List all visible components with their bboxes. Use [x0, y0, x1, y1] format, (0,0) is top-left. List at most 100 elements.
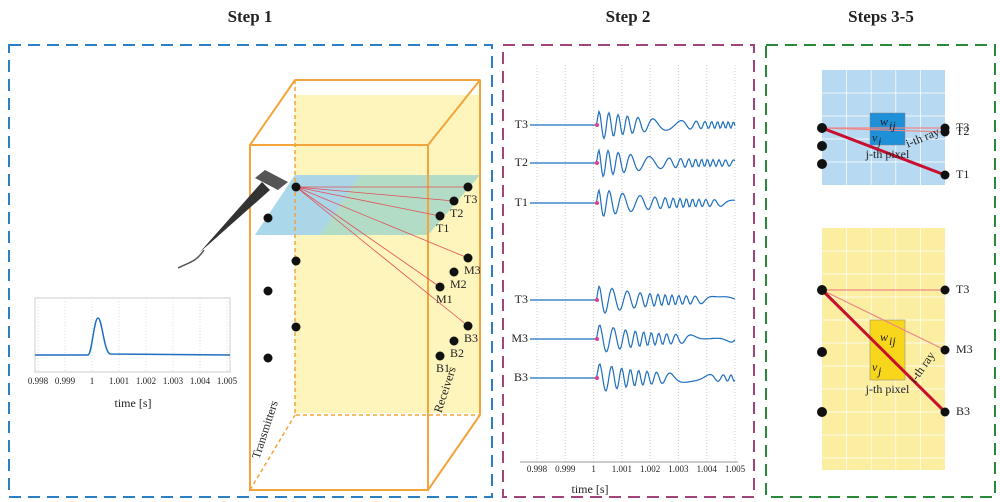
receiver — [463, 253, 473, 263]
receiver — [449, 267, 459, 277]
tick-label: 1.002 — [640, 464, 660, 474]
receiver-label: T3 — [956, 282, 969, 296]
axis-label: time [s] — [572, 482, 609, 496]
trace-label: M3 — [511, 331, 528, 345]
receiver — [449, 196, 459, 206]
receiver-label: M2 — [450, 277, 467, 291]
transmitter — [817, 285, 827, 295]
velocity-sub: j — [876, 364, 882, 378]
weight-sub: ij — [889, 334, 896, 348]
receiver — [940, 407, 950, 417]
ray — [821, 289, 946, 351]
receiver-label: B2 — [450, 346, 464, 360]
receiver-label: T3 — [956, 120, 969, 134]
arrival-pick — [595, 337, 599, 341]
trace-label: T3 — [515, 292, 528, 306]
receiver — [463, 182, 473, 192]
transmitter — [817, 407, 827, 417]
step2-content: T3 T2 T1 T3 M3 B3 0.998 0.999 1 1.001 1.002 1.003 1.… — [511, 65, 746, 496]
ray — [295, 186, 441, 288]
tick-label: 1 — [591, 464, 596, 474]
receiver-label: B3 — [464, 331, 478, 345]
arrival-pick — [595, 376, 599, 380]
ray — [821, 126, 946, 177]
waveform — [530, 148, 736, 178]
receiver-label: T3 — [464, 192, 477, 206]
tick-label: 0.999 — [55, 376, 76, 386]
receiver-label: M3 — [956, 342, 973, 356]
receiver-label: M1 — [436, 292, 453, 306]
receiver — [940, 170, 950, 180]
axis-label: time [s] — [115, 396, 152, 410]
transmitter — [291, 322, 301, 332]
transmitter — [291, 182, 301, 192]
transmitters-label: Transmitters — [249, 398, 281, 460]
plot-frame — [34, 297, 231, 373]
tick-label: 1.001 — [109, 376, 129, 386]
step3-frame — [765, 44, 996, 498]
tick-label: 1.004 — [697, 464, 718, 474]
receiver-label: T1 — [436, 221, 449, 235]
receiver-label: T1 — [956, 167, 969, 181]
weight-sub: ij — [889, 118, 896, 132]
tick-label: 0.999 — [555, 464, 576, 474]
receiver-label: T2 — [450, 206, 463, 220]
transmitter — [817, 141, 827, 151]
panel-title: Step 2 — [606, 7, 651, 26]
tick-label: 1.005 — [217, 376, 238, 386]
receiver — [940, 285, 950, 295]
velocity-label: v — [872, 130, 878, 144]
ray — [295, 186, 469, 327]
receiver-label: T2 — [956, 124, 969, 138]
waveform — [530, 188, 735, 217]
tick-label: 1.001 — [612, 464, 632, 474]
receiver — [435, 351, 445, 361]
tick-label: 1.004 — [190, 376, 211, 386]
tick-label: 1.003 — [668, 464, 689, 474]
tick-label: 1.005 — [725, 464, 746, 474]
transmitter — [817, 347, 827, 357]
panel-title: Step 1 — [228, 7, 273, 26]
waveform — [530, 284, 736, 315]
trace-label: T1 — [515, 195, 528, 209]
trace-label: B3 — [514, 370, 528, 384]
receiver-label: B3 — [956, 404, 970, 418]
transmitter — [817, 159, 827, 169]
arrival-pick — [595, 201, 599, 205]
ray — [295, 186, 469, 259]
step1-frame — [8, 44, 493, 498]
velocity-sub: j — [876, 134, 882, 148]
receiver — [463, 321, 473, 331]
ray — [821, 127, 946, 133]
tick-label: 1.003 — [163, 376, 184, 386]
waveform — [530, 363, 736, 392]
transmitter — [291, 256, 301, 266]
transmitter — [263, 286, 273, 296]
step2-frame — [502, 44, 755, 498]
receiver — [435, 211, 445, 221]
weight-label: w — [880, 330, 888, 344]
receiver — [940, 345, 950, 355]
hammer — [177, 170, 288, 269]
pixel — [869, 319, 906, 381]
transmitter — [263, 353, 273, 363]
tick-label: 0.998 — [28, 376, 49, 386]
ray — [295, 186, 441, 217]
tick-label: 1.002 — [136, 376, 156, 386]
arrival-pick — [595, 161, 599, 165]
receiver — [435, 282, 445, 292]
transmitter — [817, 123, 827, 133]
waveform — [530, 324, 736, 353]
tick-label: 0.998 — [527, 464, 548, 474]
specimen-box — [249, 79, 481, 491]
trace-label: T3 — [515, 117, 528, 131]
ray — [820, 288, 947, 414]
pixel — [869, 112, 906, 146]
waveform — [530, 109, 736, 141]
receiver-label: M3 — [464, 263, 481, 277]
arrival-pick — [595, 298, 599, 302]
tick-label: 1 — [90, 376, 95, 386]
velocity-label: v — [872, 360, 878, 374]
